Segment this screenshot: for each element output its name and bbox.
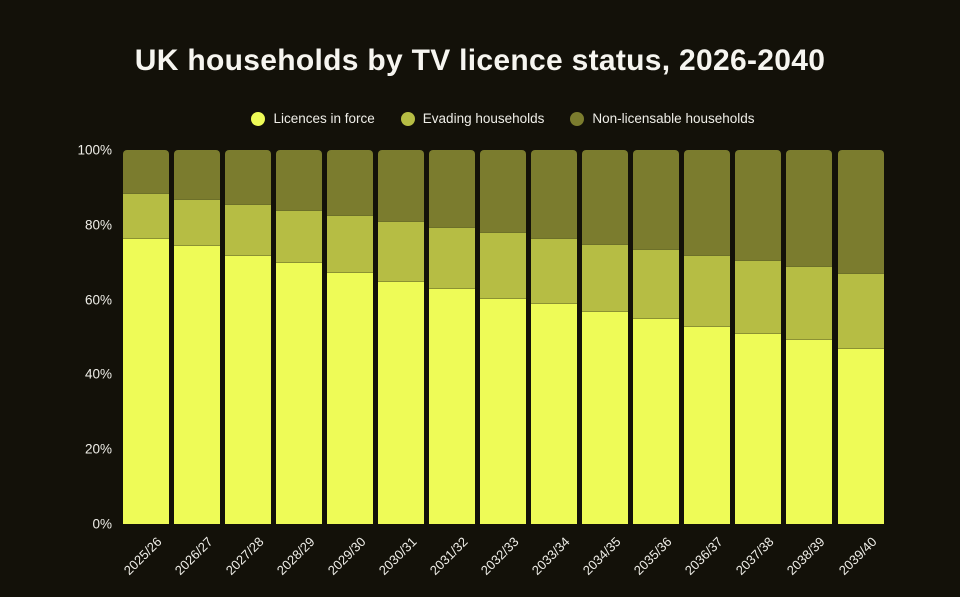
segment-licences-in-force [122,237,169,524]
segment-evading-households [428,226,475,289]
x-axis-label: 2034/35 [579,534,624,578]
segment-non-licensable-households [684,150,731,255]
segment-licences-in-force [428,288,475,524]
bar-2031-32: 2031/32 [427,150,475,578]
y-axis-tick: 100% [77,142,112,158]
x-axis-label: 2025/26 [120,534,165,578]
bar-2027-28: 2027/28 [222,150,271,578]
segment-evading-households [633,249,680,319]
x-axis-label: 2036/37 [682,534,726,578]
segment-non-licensable-households [275,150,322,210]
legend-item-non-licensable-households: Non-licensable households [570,111,755,126]
segment-evading-households [735,260,782,334]
bar-2025-26: 2025/26 [120,150,169,578]
bar-2032-33: 2032/33 [478,150,526,578]
segment-non-licensable-households [326,150,373,216]
legend-label-licences: Licences in force [273,111,375,126]
legend-swatch-licences-icon [251,111,266,126]
bar-2026-27: 2026/27 [171,150,220,578]
y-axis-tick: 0% [92,516,112,532]
x-axis-label: 2028/29 [273,534,318,578]
segment-evading-households [224,204,271,255]
segment-licences-in-force [173,245,220,524]
x-axis-label: 2037/38 [733,534,777,578]
bar-2033-34: 2033/34 [529,150,578,578]
x-axis-label: 2029/30 [324,534,369,578]
y-axis-tick: 60% [84,292,112,308]
segment-non-licensable-households [582,150,629,244]
bar-2035-36: 2035/36 [631,150,680,578]
x-axis-label: 2033/34 [528,534,573,578]
segment-licences-in-force [735,333,782,524]
x-axis-label: 2027/28 [222,534,267,578]
x-axis-label: 2038/39 [784,534,828,578]
x-axis-label: 2035/36 [630,534,675,578]
y-axis-tick: 20% [84,441,112,457]
y-axis-tick: 80% [84,217,112,233]
y-axis-tick: 40% [84,366,112,382]
bar-2037-38: 2037/38 [733,150,782,578]
legend: Licences in force Evading households Non… [120,111,886,126]
segment-evading-households [531,237,578,304]
segment-evading-households [326,215,373,272]
segment-non-licensable-households [480,150,526,233]
segment-evading-households [377,221,424,281]
segment-licences-in-force [531,303,578,524]
segment-licences-in-force [582,310,629,524]
segment-evading-households [122,193,169,238]
segment-evading-households [275,209,322,263]
x-axis-label: 2026/27 [171,534,216,578]
segment-evading-households [480,232,526,298]
segment-licences-in-force [326,271,373,524]
legend-label-non-licensable: Non-licensable households [592,111,755,126]
legend-swatch-non-licensable-icon [570,111,585,126]
segment-evading-households [786,266,833,339]
legend-item-evading-households: Evading households [400,111,545,126]
segment-non-licensable-households [122,150,169,194]
segment-non-licensable-households [428,150,475,227]
plot-area: 2025/26 2026/27 2027/28 2028/29 2029/30 2030/… [120,150,886,578]
segment-evading-households [837,273,884,349]
segment-non-licensable-households [173,150,220,199]
segment-non-licensable-households [377,150,424,222]
segment-non-licensable-households [786,150,833,267]
segment-evading-households [684,254,731,326]
segment-licences-in-force [224,254,271,524]
legend-label-evading: Evading households [422,111,545,126]
bar-2030-31: 2030/31 [376,150,424,578]
x-axis-label: 2030/31 [375,534,420,578]
segment-licences-in-force [837,348,884,524]
bar-2034-35: 2034/35 [580,150,629,578]
segment-licences-in-force [377,280,424,524]
bar-2036-37: 2036/37 [682,150,731,578]
segment-non-licensable-households [735,150,782,261]
x-axis-label: 2032/33 [477,534,522,578]
x-axis-label: 2031/32 [426,534,471,578]
segment-evading-households [173,198,220,246]
bar-2028-29: 2028/29 [273,150,322,578]
segment-licences-in-force [633,318,680,524]
bar-2038-39: 2038/39 [784,150,833,578]
segment-non-licensable-households [224,150,271,205]
segment-licences-in-force [480,297,526,524]
segment-non-licensable-households [531,150,578,238]
segment-non-licensable-households [633,150,680,250]
bar-2039-40: 2039/40 [835,150,884,578]
segment-licences-in-force [786,338,833,524]
legend-swatch-evading-icon [400,111,415,126]
segment-evading-households [582,243,629,311]
legend-item-licences-in-force: Licences in force [251,111,375,126]
chart-title: UK households by TV licence status, 2026… [134,44,826,77]
x-axis-label: 2039/40 [835,534,880,578]
segment-licences-in-force [275,262,322,524]
bar-2029-30: 2029/30 [325,150,373,578]
segment-non-licensable-households [837,150,884,274]
segment-licences-in-force [684,325,731,524]
